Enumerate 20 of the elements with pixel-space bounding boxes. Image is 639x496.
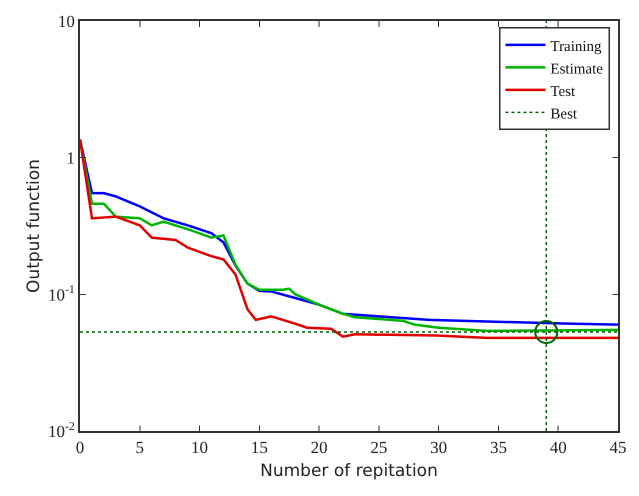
y-tick-label: 10$^{-2}$ bbox=[48, 418, 75, 441]
x-tick-label: 10 bbox=[191, 438, 208, 458]
y-tick-label: 10 bbox=[58, 12, 75, 31]
x-tick-label: 0 bbox=[76, 438, 84, 458]
x-tick-label: 30 bbox=[430, 438, 448, 458]
x-tick-label: 20 bbox=[310, 438, 328, 458]
x-tick-label: 5 bbox=[136, 438, 144, 458]
y-tick-label: 10$^{-1}$ bbox=[48, 282, 75, 304]
x-axis-title: Number of repitation bbox=[260, 461, 438, 482]
legend-label: Estimate bbox=[550, 61, 604, 78]
y-axis-title: Output function bbox=[24, 159, 44, 293]
x-tick-label: 45 bbox=[610, 438, 626, 458]
x-tick-label: 35 bbox=[490, 438, 507, 458]
legend-label: Test bbox=[550, 84, 576, 100]
x-tick-label: 25 bbox=[370, 438, 388, 458]
x-tick-label: 15 bbox=[250, 438, 268, 458]
legend-label: Training bbox=[550, 38, 602, 55]
ref-line-label: Best bbox=[550, 106, 578, 122]
y-tick-label: 1 bbox=[66, 148, 75, 168]
x-tick-label: 40 bbox=[550, 438, 567, 458]
